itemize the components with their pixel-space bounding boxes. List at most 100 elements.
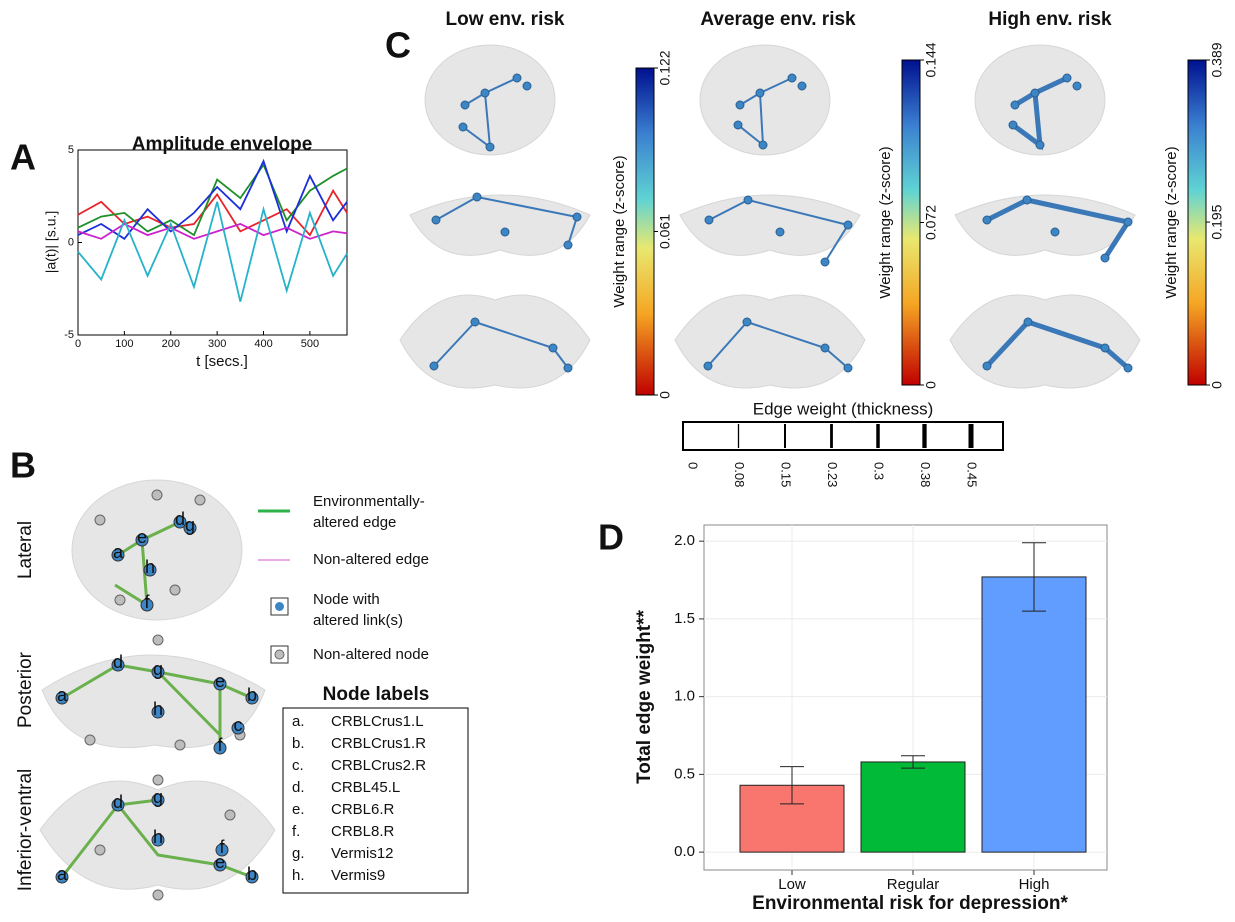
altered-node (231, 721, 245, 735)
colorbar-tick-label: 0.061 (657, 214, 673, 249)
column-title: Low env. risk (446, 9, 565, 30)
legend-label: Node with (313, 591, 380, 608)
x-axis-label: Environmental risk for depression* (752, 893, 1068, 914)
node-label-name: Vermis12 (331, 845, 394, 862)
node-label-key: h. (292, 867, 305, 884)
y-axis-label: Total edge weight** (634, 609, 655, 783)
node-label-key: e. (292, 801, 305, 818)
altered-node (111, 548, 125, 562)
node-letter: d (113, 792, 123, 812)
legend-non-altered-node (274, 649, 285, 660)
node-labels-box (282, 707, 469, 894)
altered-node (183, 521, 197, 535)
altered-node (143, 563, 157, 577)
altered-node (213, 858, 227, 872)
node-letter: g (153, 659, 163, 679)
node-letter: b (247, 685, 257, 705)
altered-node (151, 665, 165, 679)
node-letter: a (113, 542, 124, 562)
x-tick-label: 200 (162, 338, 180, 350)
edge-weight-tick-label: 0.45 (965, 462, 980, 487)
altered-node (151, 833, 165, 847)
edge-weight-tick-label: 0.08 (732, 462, 747, 487)
node-label-key: d. (292, 779, 305, 796)
node-letter: f (219, 837, 225, 857)
colorbar-tick-label: 0.072 (923, 205, 939, 240)
x-tick-label: 300 (208, 338, 226, 350)
colorbar-tick-label: 0 (657, 391, 673, 399)
y-tick-label: 1.0 (674, 688, 695, 705)
node-label-name: CRBLCrus1.L (331, 713, 424, 730)
error-bar (901, 755, 925, 769)
altered-node (140, 598, 154, 612)
node-label-key: a. (292, 713, 305, 730)
view-label: Inferior-ventral (15, 769, 36, 892)
colorbar (1187, 59, 1207, 386)
node-letter: e (215, 671, 225, 691)
edge-weight-tick-label: 0.15 (779, 462, 794, 487)
x-tick-label: 100 (115, 338, 133, 350)
node-letter: a (57, 864, 68, 884)
panel-label: A (10, 137, 36, 178)
altered-node (111, 658, 125, 672)
y-tick-label: 0.5 (674, 765, 695, 782)
column-title: High env. risk (988, 9, 1112, 30)
colorbar-label: Weight range (z-score) (877, 146, 894, 298)
colorbar (901, 59, 921, 386)
line-series (77, 201, 348, 302)
x-tick-label: Regular (887, 876, 940, 893)
colorbar-tick-label: 0 (923, 381, 939, 389)
plot-frame (77, 149, 348, 336)
node-label-name: CRBL6.R (331, 801, 395, 818)
colorbar-label: Weight range (z-score) (1163, 146, 1180, 298)
x-axis-label: t [secs.] (196, 353, 248, 370)
node-letter: d (175, 509, 185, 529)
node-letter: a (57, 685, 68, 705)
y-tick-label: 2.0 (674, 532, 695, 549)
node-label-name: Vermis9 (331, 867, 385, 884)
panel-label: D (598, 517, 624, 558)
colorbar-tick-label: 0.122 (657, 50, 673, 85)
legend-label: Environmentally- (313, 493, 425, 510)
node-label-name: CRBLCrus1.R (331, 735, 426, 752)
colorbar-tick-label: 0.195 (1209, 204, 1225, 239)
node-letter: c (234, 715, 243, 735)
node-letter: g (153, 787, 163, 807)
node-label-key: b. (292, 735, 305, 752)
line-series (77, 222, 348, 240)
y-tick-label: 5 (68, 144, 74, 156)
x-tick-label: High (1019, 876, 1050, 893)
line-series (77, 158, 348, 240)
panel-c-brains (399, 44, 1141, 389)
legend-label: Non-altered edge (313, 551, 429, 568)
chart-title: Amplitude envelope (132, 134, 313, 155)
edge-weight-tick-label: 0.38 (918, 462, 933, 487)
altered-node (215, 843, 229, 857)
legend-label: Non-altered node (313, 646, 429, 663)
colorbar-tick-label: 0.389 (1209, 42, 1225, 77)
node-label-key: c. (292, 757, 304, 774)
error-bar (1022, 542, 1046, 612)
x-tick-label: 500 (301, 338, 319, 350)
altered-node (173, 515, 187, 529)
y-tick-label: -5 (64, 329, 74, 341)
view-label: Posterior (15, 651, 36, 728)
bar (860, 761, 966, 853)
legend-altered-node (275, 602, 284, 611)
view-label: Lateral (15, 521, 36, 579)
altered-node (55, 870, 69, 884)
x-tick-label: 400 (254, 338, 272, 350)
edge-weight-title: Edge weight (thickness) (753, 399, 933, 418)
altered-node (213, 677, 227, 691)
y-axis-label: |a(t)| [s.u.] (43, 211, 59, 274)
colorbar-tick-label: 0.144 (923, 42, 939, 77)
node-letter: g (185, 515, 195, 535)
node-labels-title: Node labels (323, 684, 430, 705)
edge-weight-tick-label: 0 (686, 462, 701, 469)
altered-node (151, 705, 165, 719)
node-letter: h (153, 699, 163, 719)
node-letter: h (153, 827, 163, 847)
edge-weight-tick-label: 0.23 (825, 462, 840, 487)
altered-node (135, 533, 149, 547)
